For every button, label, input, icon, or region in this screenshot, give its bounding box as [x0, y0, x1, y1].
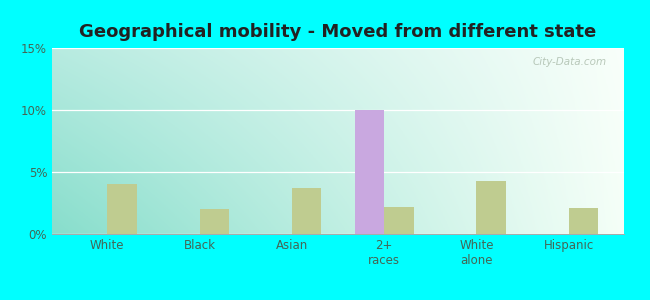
- Text: City-Data.com: City-Data.com: [533, 57, 607, 67]
- Bar: [476, 181, 506, 234]
- Bar: [384, 207, 413, 234]
- Bar: [292, 188, 321, 234]
- Bar: [107, 184, 137, 234]
- Bar: [355, 110, 384, 234]
- Bar: [569, 208, 598, 234]
- Title: Geographical mobility - Moved from different state: Geographical mobility - Moved from diffe…: [79, 23, 597, 41]
- Bar: [200, 209, 229, 234]
